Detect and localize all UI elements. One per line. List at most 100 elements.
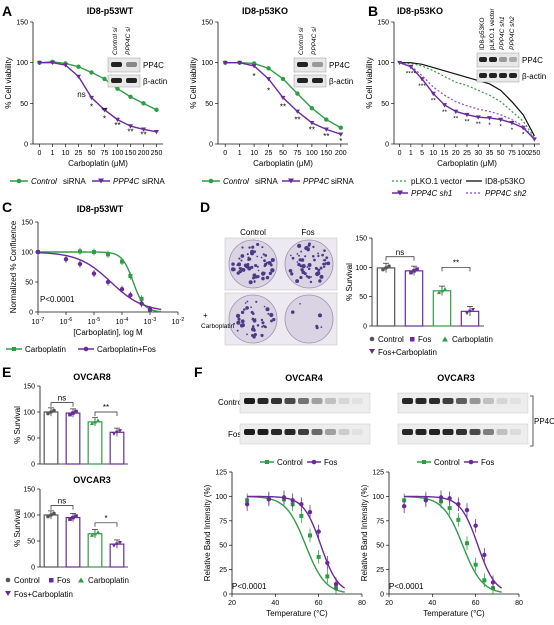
x-tick-label: 1 <box>51 150 55 157</box>
legend-marker <box>49 578 54 583</box>
y-tick-label: 25 <box>376 567 384 574</box>
legend-marker <box>78 577 84 583</box>
legend-a-right: Control siRNA PPP4C siRNA <box>202 177 354 186</box>
bar <box>109 431 125 465</box>
data-point <box>423 498 429 503</box>
colony <box>261 246 264 249</box>
blot-lane-label: PPP4C si <box>125 27 132 55</box>
blot-band <box>244 429 255 435</box>
bar <box>87 421 103 465</box>
colony <box>252 273 257 278</box>
blot-band <box>298 398 309 404</box>
data-point <box>89 70 94 75</box>
y-tick-label: 0 <box>24 142 28 149</box>
colony <box>240 254 245 258</box>
data-point <box>46 411 50 416</box>
data-point <box>509 121 515 126</box>
significance-label: ** <box>476 121 482 128</box>
plot-area: 0 25 50 75 100 125 20 40 60 80 Temperature (°C) Rel… <box>203 470 366 619</box>
significance-label: * <box>103 114 106 123</box>
x-tick-label: 35 <box>486 150 494 157</box>
colony <box>241 268 246 272</box>
significance-label: * <box>522 132 525 139</box>
legend-text: siRNA <box>255 177 278 186</box>
x-tick-label: 150 <box>125 150 137 157</box>
legend-text: Fos+Carboplatin <box>378 348 437 357</box>
data-point <box>290 498 295 503</box>
data-point <box>266 497 272 502</box>
data-point <box>409 270 413 275</box>
colony <box>323 258 327 262</box>
data-point <box>338 132 344 137</box>
significance-label: * <box>267 86 270 95</box>
data-point <box>266 66 271 71</box>
data-point <box>295 91 300 96</box>
chart-title: ID8-p53KO <box>242 6 288 16</box>
colony <box>323 249 326 252</box>
legend-text: Control <box>434 458 460 467</box>
colony <box>267 312 270 315</box>
plot-area: 0 25 50 75 100 125 20 40 60 80 Temperature (°C) Rel… <box>360 470 523 619</box>
x-tick-label: 20 <box>228 600 236 607</box>
significance-label: ** <box>101 106 107 115</box>
y-tick-label: 150 <box>23 487 35 494</box>
data-point <box>471 307 475 312</box>
colony <box>264 254 268 257</box>
legend-marker <box>422 460 426 464</box>
fit-curve <box>404 495 503 589</box>
x-tick-label: 10-7 <box>32 317 45 326</box>
colony <box>246 263 249 266</box>
data-point <box>128 94 133 100</box>
data-point <box>90 533 94 537</box>
series-line <box>399 62 535 137</box>
colony <box>270 268 275 273</box>
significance-label: * <box>499 124 502 131</box>
y-tick-label: 100 <box>355 265 367 272</box>
colony <box>308 242 311 246</box>
x-tick-label: 250 <box>529 150 541 157</box>
colony <box>256 255 259 258</box>
colony <box>317 313 323 318</box>
colony <box>290 254 292 257</box>
blot-band <box>442 398 454 404</box>
data-point <box>324 117 329 122</box>
colony <box>304 255 307 258</box>
colony <box>306 266 309 268</box>
legend-marker <box>83 346 89 352</box>
significance-label: ** <box>280 103 286 112</box>
x-tick-label: 0 <box>223 150 227 157</box>
blot-lane-label: PPP4C sh2 <box>509 16 516 50</box>
legend-f-left: Control Fos <box>260 458 337 467</box>
significance-label: **** <box>406 71 417 78</box>
colony <box>295 279 300 283</box>
colony <box>236 320 241 325</box>
x-tick-label: 20 <box>452 150 460 157</box>
y-tick-label: 50 <box>376 543 384 550</box>
data-point <box>299 502 304 507</box>
data-point <box>437 290 441 295</box>
colony <box>270 319 273 323</box>
legend-c: Carboplatin Carboplatin+Fos <box>6 345 156 354</box>
colony <box>261 276 265 281</box>
y-tick-label: 50 <box>205 101 213 108</box>
x-tick-label: 10-6 <box>60 317 73 326</box>
data-point <box>325 560 330 565</box>
data-point <box>464 112 470 118</box>
data-point <box>96 530 100 534</box>
colony <box>290 310 295 314</box>
colony <box>241 246 244 249</box>
bar <box>376 267 396 327</box>
data-point <box>251 64 257 69</box>
blot-band <box>415 398 427 404</box>
significance-label: * <box>339 137 342 146</box>
blot-strip <box>293 57 327 73</box>
series-line <box>225 61 342 129</box>
colony <box>265 275 270 280</box>
blot-lane-label: pLKO.1 vector <box>489 8 496 50</box>
data-point <box>96 418 100 422</box>
y-tick-label: 50 <box>27 436 35 443</box>
bar <box>65 516 81 568</box>
significance-bracket <box>94 411 118 416</box>
